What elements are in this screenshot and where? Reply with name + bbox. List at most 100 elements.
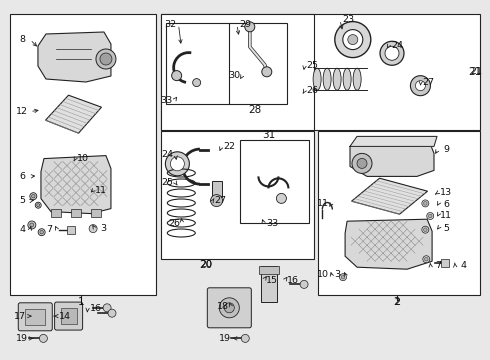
Bar [61,308,76,324]
Text: 18: 18 [217,302,229,311]
Text: 31: 31 [262,130,275,140]
Text: 26: 26 [307,86,318,95]
Text: 11: 11 [95,186,106,195]
Circle shape [411,76,430,96]
Bar [240,140,309,223]
Text: 33: 33 [266,219,278,228]
Bar [318,131,480,295]
Circle shape [385,46,399,60]
Text: 3: 3 [334,270,340,279]
Bar [91,208,101,217]
Text: 21: 21 [470,68,482,77]
Circle shape [193,78,200,87]
Text: 28: 28 [248,105,262,115]
Bar [166,23,230,104]
Text: 13: 13 [440,188,452,197]
Text: 30: 30 [228,71,240,80]
Circle shape [96,49,116,69]
Circle shape [428,214,432,218]
Text: 25: 25 [307,61,318,70]
Ellipse shape [333,68,341,90]
Polygon shape [345,219,432,269]
Circle shape [166,152,189,176]
Text: 8: 8 [19,35,25,44]
Text: 19: 19 [16,334,28,343]
Ellipse shape [343,68,351,90]
Circle shape [35,202,41,208]
Text: 29: 29 [239,20,251,29]
Bar [229,23,287,104]
Text: 9: 9 [443,145,449,154]
Text: 25: 25 [162,178,173,187]
Circle shape [422,200,429,207]
Circle shape [424,257,428,261]
Text: 22: 22 [223,142,235,151]
Text: 17: 17 [14,311,25,320]
Text: 6: 6 [19,172,25,181]
Circle shape [416,81,425,91]
Circle shape [340,274,346,281]
Circle shape [172,71,182,81]
Text: 4: 4 [460,261,466,270]
Text: 4: 4 [19,225,25,234]
Bar [71,208,81,217]
Circle shape [380,41,404,65]
Text: 7: 7 [46,225,52,234]
Circle shape [37,204,40,207]
Circle shape [211,195,222,207]
Text: 11: 11 [440,211,452,220]
Circle shape [38,229,45,236]
Circle shape [357,158,367,168]
Ellipse shape [353,68,361,90]
Circle shape [427,212,434,220]
Circle shape [241,334,249,342]
Circle shape [335,22,371,58]
Circle shape [276,193,287,203]
Circle shape [30,193,37,200]
Ellipse shape [313,68,321,90]
Text: 14: 14 [59,311,71,320]
Circle shape [31,194,35,198]
Circle shape [39,334,48,342]
Polygon shape [38,32,111,82]
Circle shape [103,304,111,312]
Circle shape [171,157,184,171]
Polygon shape [46,95,101,133]
Text: 16: 16 [287,276,299,284]
Text: 27: 27 [423,77,435,86]
Text: 16: 16 [90,304,101,313]
Circle shape [40,230,44,234]
Text: 24: 24 [162,150,173,159]
Bar [261,266,276,302]
Circle shape [220,298,239,318]
Text: 20: 20 [199,260,212,270]
Circle shape [89,225,97,233]
Circle shape [422,226,429,233]
Text: 6: 6 [443,200,449,209]
Text: 32: 32 [165,20,176,29]
Circle shape [343,30,363,50]
Text: 15: 15 [266,276,278,284]
Text: 7: 7 [436,261,441,270]
Circle shape [108,309,116,317]
Circle shape [262,67,272,77]
Text: 19: 19 [220,334,231,343]
Circle shape [348,35,358,45]
Ellipse shape [323,68,331,90]
FancyBboxPatch shape [207,288,251,328]
Circle shape [352,153,372,174]
Bar [212,181,221,197]
Text: 11: 11 [318,199,329,208]
Bar [25,309,45,325]
Text: 5: 5 [443,224,449,233]
Text: 24: 24 [391,40,403,49]
Text: 23: 23 [342,15,354,24]
Bar [51,208,61,217]
Circle shape [30,223,34,227]
Polygon shape [350,136,437,147]
Text: 10: 10 [77,154,89,163]
Text: 5: 5 [19,197,25,205]
Circle shape [100,53,112,65]
Bar [161,14,480,130]
Bar [441,259,449,267]
